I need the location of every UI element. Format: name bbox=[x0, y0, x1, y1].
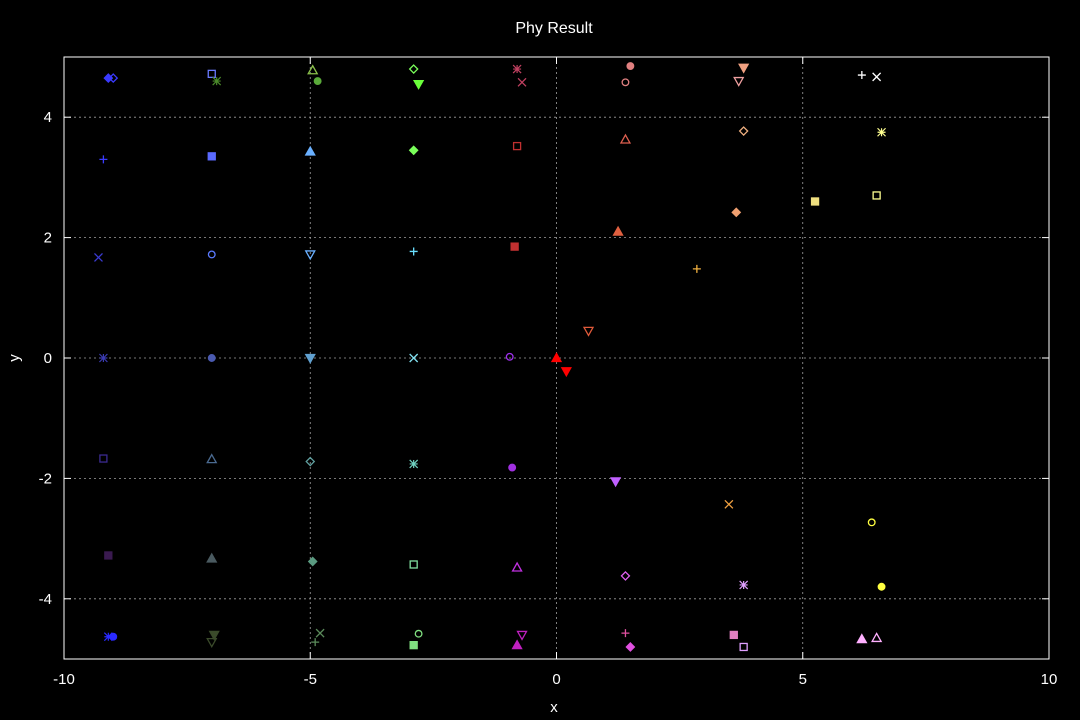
grid-lines bbox=[64, 57, 1049, 659]
data-point bbox=[94, 253, 103, 262]
data-point bbox=[738, 63, 750, 74]
data-point bbox=[621, 629, 630, 638]
data-point bbox=[512, 141, 522, 151]
data-point bbox=[99, 454, 108, 463]
data-point bbox=[867, 518, 876, 527]
data-point bbox=[857, 71, 866, 80]
data-point bbox=[619, 133, 632, 144]
data-point bbox=[409, 641, 418, 650]
data-point bbox=[621, 78, 630, 87]
data-point bbox=[206, 552, 218, 563]
y-tick-label: -4 bbox=[39, 591, 52, 608]
data-point bbox=[872, 191, 881, 200]
x-axis-label: x bbox=[550, 699, 558, 716]
data-point bbox=[304, 250, 316, 261]
data-point bbox=[206, 453, 218, 464]
data-point bbox=[212, 76, 222, 86]
data-point bbox=[516, 630, 528, 641]
data-point bbox=[856, 633, 868, 644]
y-tick-label: -2 bbox=[39, 470, 52, 487]
data-point bbox=[412, 79, 425, 90]
data-point bbox=[99, 155, 108, 164]
data-point bbox=[313, 77, 322, 86]
data-points bbox=[94, 62, 886, 652]
data-point bbox=[612, 225, 624, 236]
data-point bbox=[307, 556, 318, 567]
data-point bbox=[104, 551, 113, 560]
data-point bbox=[550, 352, 563, 363]
data-point bbox=[724, 499, 734, 509]
data-point bbox=[810, 197, 820, 206]
data-point bbox=[871, 632, 883, 643]
data-point bbox=[304, 145, 316, 156]
data-point bbox=[508, 463, 517, 472]
data-point bbox=[511, 561, 523, 572]
axis-ticks: -10 -5 0 5 10 -4 -2 0 2 4 bbox=[39, 57, 1058, 688]
data-point bbox=[625, 642, 636, 652]
x-tick-label: 10 bbox=[1041, 671, 1058, 688]
data-point bbox=[311, 638, 320, 647]
data-point bbox=[582, 326, 595, 337]
chart-title: Phy Result bbox=[515, 20, 593, 37]
data-point bbox=[304, 353, 316, 364]
data-point bbox=[692, 264, 701, 273]
data-point bbox=[409, 353, 419, 363]
data-point bbox=[305, 456, 316, 467]
data-point bbox=[206, 637, 218, 648]
data-point bbox=[510, 242, 519, 251]
data-point bbox=[512, 64, 522, 74]
x-tick-label: 0 bbox=[552, 671, 560, 688]
x-tick-label: -10 bbox=[53, 671, 75, 688]
data-point bbox=[307, 64, 319, 75]
data-point bbox=[208, 630, 220, 641]
data-point bbox=[739, 580, 749, 590]
data-point bbox=[207, 354, 216, 362]
data-point bbox=[409, 247, 418, 256]
y-tick-label: 0 bbox=[44, 350, 52, 367]
data-point bbox=[98, 353, 108, 363]
data-point bbox=[517, 77, 527, 87]
x-tick-label: -5 bbox=[304, 671, 317, 688]
data-point bbox=[207, 69, 216, 79]
data-point bbox=[626, 62, 635, 70]
data-point bbox=[609, 477, 622, 488]
data-point bbox=[315, 628, 325, 638]
data-point bbox=[731, 207, 742, 218]
data-point bbox=[511, 639, 523, 650]
data-point bbox=[872, 72, 882, 82]
data-point bbox=[505, 352, 514, 361]
data-point bbox=[414, 629, 423, 638]
x-tick-label: 5 bbox=[799, 671, 807, 688]
data-point bbox=[877, 127, 886, 137]
data-point bbox=[738, 126, 749, 136]
data-point bbox=[103, 632, 113, 642]
data-point bbox=[739, 642, 748, 652]
y-tick-label: 4 bbox=[44, 109, 52, 126]
data-point bbox=[877, 582, 886, 591]
data-point bbox=[103, 73, 114, 83]
data-point bbox=[560, 367, 572, 378]
data-point bbox=[620, 571, 631, 581]
data-point bbox=[207, 250, 216, 259]
data-point bbox=[207, 152, 216, 161]
data-point bbox=[409, 459, 419, 469]
data-point bbox=[733, 76, 745, 87]
y-axis-label: y bbox=[6, 354, 23, 362]
data-point bbox=[408, 145, 419, 156]
data-point bbox=[729, 630, 738, 640]
y-tick-label: 2 bbox=[44, 230, 52, 247]
data-point bbox=[408, 64, 419, 74]
data-point bbox=[409, 560, 418, 569]
